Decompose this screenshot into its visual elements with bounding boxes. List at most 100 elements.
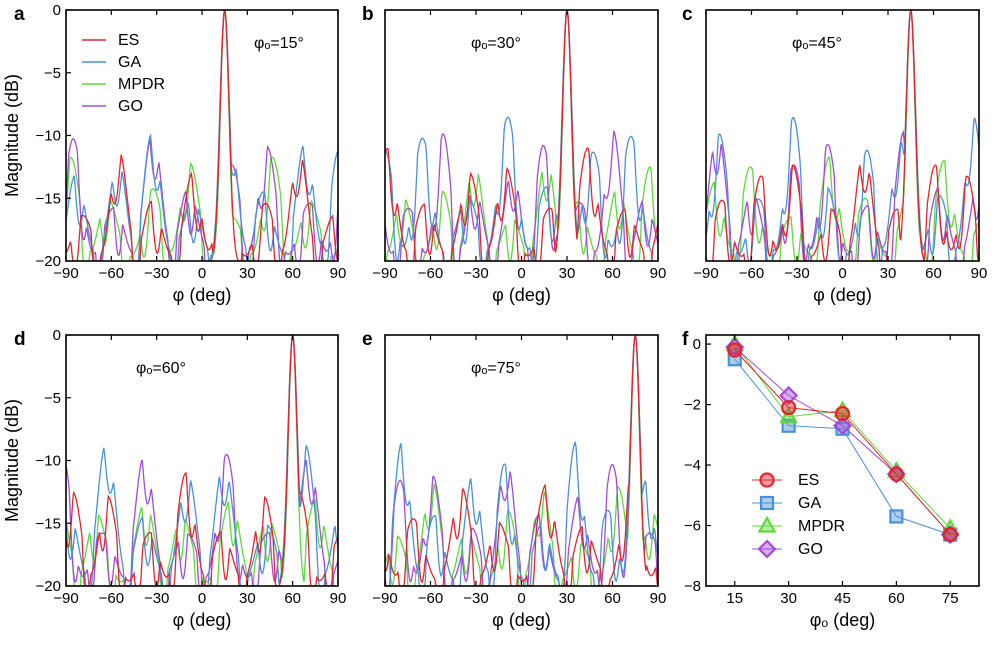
series-es-line [66,10,338,261]
panel-letter-e: e [362,329,373,350]
panel-d: −90 −60 −30 0 30 60 90 −20 −15 −10 −5 0 φ (deg) Magni… [2,327,346,630]
x-tick-label: 0 [198,590,206,607]
legend-label-mpdr: MPDR [798,518,845,535]
series-ga-line [706,10,979,261]
legend-label-mpdr: MPDR [118,76,165,93]
y-tick-label: −2 [684,397,701,414]
panel-b: −90 −60 −30 0 30 60 90 φ (deg) b φₒ=30° [362,4,666,305]
y-tick-label: 0 [693,336,701,353]
x-tick-label: 75 [942,590,959,607]
y-tick-label: −20 [36,253,61,270]
legend-label-go: GO [798,541,823,558]
series-ga-line [385,335,658,586]
steering-angle-annotation: φₒ=15° [254,35,304,52]
y-tick-label: 0 [53,327,61,344]
steering-angle-annotation: φₒ=75° [471,360,521,377]
series-ga-line [66,335,338,586]
legend-marker-es [759,472,775,488]
series-go-line [385,335,658,586]
y-tick-label: −5 [44,65,61,82]
x-tick-label: −90 [372,590,397,607]
x-tick-label: 60 [604,590,621,607]
x-tick-label: −30 [144,265,169,282]
series-ga-line [734,358,951,536]
series-es-point [942,526,958,543]
x-tick-label: 0 [198,265,206,282]
legend-label-go: GO [118,98,143,115]
series-mpdr-line [734,343,951,529]
legend-label-ga: GA [118,54,141,71]
x-tick-label: −60 [418,265,443,282]
x-tick-label: 90 [971,265,988,282]
plot-area-a [66,10,338,261]
x-tick-label: 30 [780,590,797,607]
legend-marker-ga [759,495,775,511]
x-tick-label: 15 [726,590,743,607]
x-tick-label: 90 [330,265,347,282]
panel-letter-d: d [14,329,26,350]
series-go-line [66,10,338,261]
legend-label-es: ES [798,472,819,489]
x-tick-label: 90 [650,590,667,607]
y-tick-label: −5 [44,390,61,407]
x-tick-label: −90 [693,265,718,282]
panel-e: −90 −60 −30 0 30 60 90 φ (deg) e φₒ=75° [362,329,666,630]
panel-c: −90 −60 −30 0 30 60 90 φ (deg) c φₒ=45° [682,4,987,305]
plot-area-e [385,335,658,586]
x-tick-label: 90 [330,590,347,607]
x-tick-label: 60 [284,265,301,282]
x-tick-label: 60 [604,265,621,282]
x-tick-label: 0 [517,265,525,282]
y-tick-label: −4 [684,457,701,474]
y-tick-label: −10 [36,128,61,145]
x-tick-label: 45 [834,590,851,607]
series-mpdr-line [706,10,979,261]
series-es-line [706,10,979,261]
series-es-point [781,399,797,416]
x-tick-label: −30 [784,265,809,282]
x-tick-label: 30 [880,265,897,282]
x-tick-label: −30 [463,590,488,607]
x-tick-label: 0 [838,265,846,282]
x-tick-label: 0 [517,590,525,607]
axes-frame-e [384,334,659,587]
panel-letter-b: b [362,4,374,25]
y-tick-label: −15 [36,515,61,532]
panel-a: −90 −60 −30 0 30 60 90 −20 −15 −10 −5 0 φ (deg) Magni… [2,2,346,305]
plot-area-c [706,10,979,261]
y-tick-label: −15 [36,190,61,207]
steering-angle-annotation: φₒ=30° [471,35,521,52]
panel-f: 15 30 45 60 75 −8 −6 −4 −2 0 φₒ (deg) f ES GA MPDR GO [682,329,980,630]
x-tick-label: −60 [99,590,124,607]
y-tick-label: −10 [36,453,61,470]
steering-angle-annotation: φₒ=45° [792,35,842,52]
x-tick-label: −30 [144,590,169,607]
series-es-point [834,406,851,422]
series-es-point [727,342,743,358]
x-axis-label: φ (deg) [173,610,232,630]
x-tick-label: −60 [739,265,764,282]
legend-label-es: ES [118,32,139,49]
x-tick-label: 60 [925,265,942,282]
x-tick-label: 30 [239,590,256,607]
x-tick-label: −60 [418,590,443,607]
panel-letter-a: a [14,4,25,25]
plot-area-f [725,335,960,545]
x-axis-label: φ (deg) [173,285,232,305]
series-go-line [706,10,979,261]
series-mpdr-line [385,335,658,586]
legend-marker-mpdr [757,515,777,533]
x-tick-label: 30 [559,265,576,282]
panel-letter-c: c [682,4,693,25]
steering-angle-annotation: φₒ=60° [136,360,186,377]
series-ga-line [385,10,658,261]
x-tick-label: 30 [239,265,256,282]
series-mpdr-point [779,406,798,424]
series-mpdr-line [66,10,338,261]
series-es-point [888,466,904,482]
y-tick-label: 0 [53,2,61,19]
x-axis-label: φ (deg) [813,285,872,305]
x-axis-label: φ (deg) [492,610,551,630]
x-tick-label: 90 [650,265,667,282]
